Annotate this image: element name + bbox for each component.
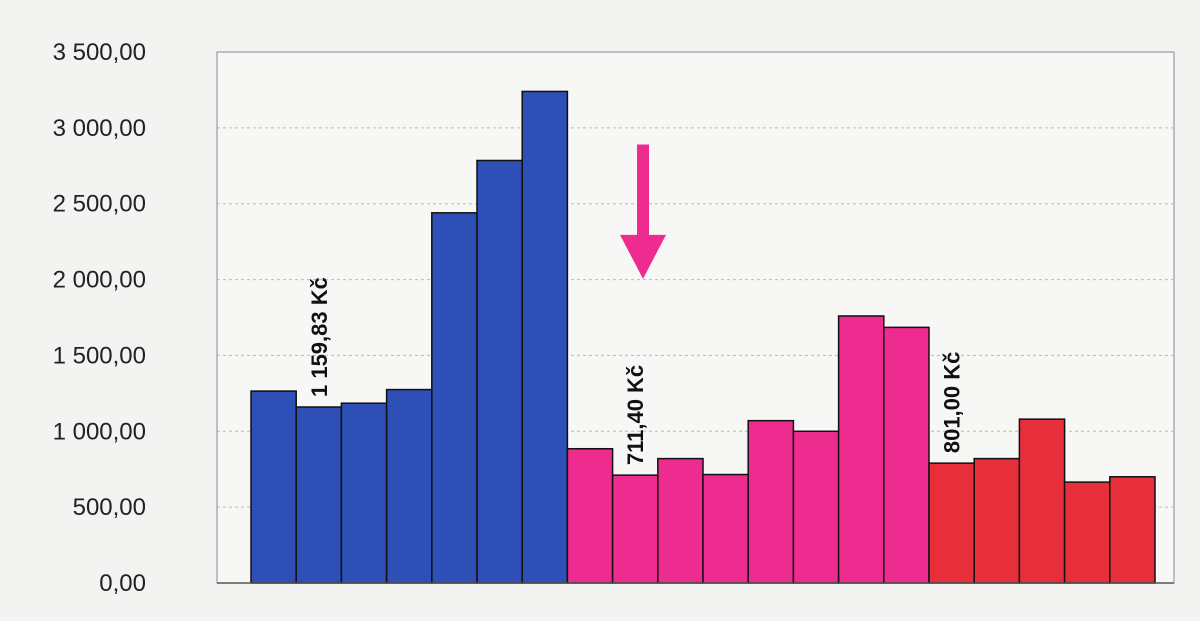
data-label: 711,40 Kč <box>623 365 648 465</box>
data-labels: 1 159,83 Kč 711,40 Kč 801,00 Kč <box>307 277 965 465</box>
bar <box>431 212 478 584</box>
arrow-down-head <box>620 234 666 279</box>
bar <box>657 457 704 584</box>
y-tick-label: 1 000,00 <box>53 418 146 445</box>
y-tick-label: 500,00 <box>73 494 146 521</box>
bar <box>521 90 569 584</box>
y-tick-label: 1 500,00 <box>53 342 146 369</box>
bar <box>385 388 433 584</box>
data-label: 801,00 Kč <box>940 352 965 454</box>
bar <box>250 390 297 584</box>
data-label: 1 159,83 Kč <box>307 277 332 397</box>
bar <box>792 430 840 584</box>
y-axis-tick-labels: 0,00 500,00 1 000,00 1 500,00 2 000,00 2 500,… <box>53 39 146 597</box>
bar <box>883 326 930 584</box>
y-tick-label: 2 000,00 <box>53 267 146 294</box>
bar <box>1063 481 1111 584</box>
annotations <box>620 144 666 279</box>
bars <box>250 90 1156 584</box>
bar <box>928 462 975 584</box>
bar <box>476 159 523 584</box>
y-tick-label: 3 500,00 <box>53 39 146 66</box>
bar <box>747 419 795 584</box>
bar <box>340 402 388 584</box>
y-tick-label: 3 000,00 <box>53 115 146 142</box>
bar <box>973 457 1021 584</box>
bar <box>837 315 885 584</box>
bar <box>702 473 749 584</box>
bar <box>295 406 343 584</box>
bar <box>1018 418 1066 584</box>
y-tick-label: 0,00 <box>99 570 146 597</box>
bar <box>611 474 659 584</box>
bar <box>1109 476 1156 584</box>
y-tick-label: 2 500,00 <box>53 191 146 218</box>
bar <box>566 447 614 584</box>
